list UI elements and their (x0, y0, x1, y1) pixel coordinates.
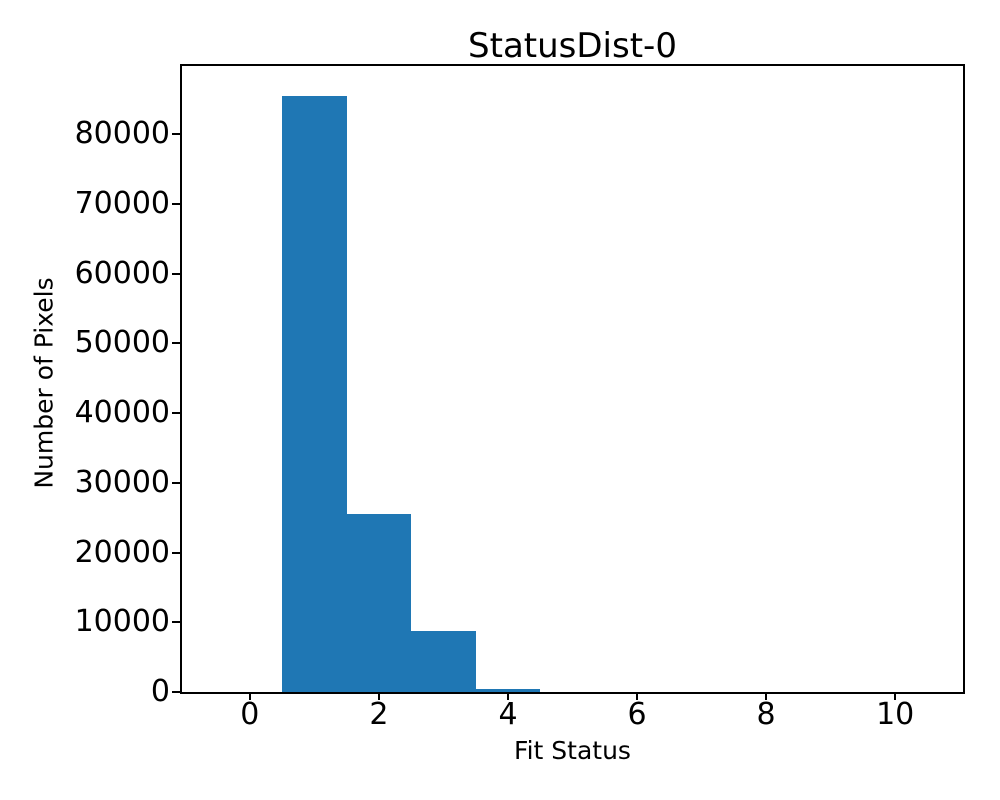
x-tick-mark (248, 692, 251, 700)
y-tick-mark (172, 133, 180, 136)
chart-title: StatusDist-0 (468, 26, 677, 66)
x-tick-label: 4 (498, 697, 518, 732)
x-axis-label: Fit Status (514, 736, 631, 765)
x-tick-label: 6 (627, 697, 647, 732)
y-axis-label: Number of Pixels (29, 277, 59, 489)
histogram-bar (346, 513, 412, 692)
y-tick-label: 70000 (74, 185, 170, 221)
y-tick-label: 30000 (74, 464, 170, 500)
x-tick-label: 2 (369, 697, 389, 732)
y-tick-label: 10000 (74, 604, 170, 640)
x-tick-mark (377, 692, 380, 700)
y-tick-label: 80000 (74, 116, 170, 152)
y-tick-mark (172, 691, 180, 693)
y-tick-mark (172, 342, 180, 345)
x-tick-label: 0 (240, 697, 260, 732)
x-tick-mark (894, 692, 897, 700)
x-tick-mark (636, 692, 638, 700)
y-tick-mark (172, 272, 180, 275)
histogram-bar (282, 95, 347, 692)
histogram-bar (411, 631, 476, 692)
y-tick-label: 40000 (74, 395, 170, 431)
plot-area (172, 64, 965, 700)
y-tick-label: 60000 (74, 255, 170, 291)
x-tick-label: 10 (876, 697, 915, 732)
y-tick-label: 20000 (74, 534, 170, 570)
y-tick-mark (172, 202, 180, 205)
y-tick-mark (172, 481, 180, 484)
y-tick-label: 0 (150, 674, 170, 709)
y-tick-label: 50000 (74, 325, 170, 361)
x-tick-mark (507, 692, 509, 700)
y-tick-mark (172, 551, 180, 554)
x-tick-mark (765, 692, 768, 700)
x-tick-label: 8 (756, 697, 776, 732)
y-tick-mark (172, 412, 180, 415)
y-tick-mark (172, 621, 180, 624)
histogram-bar (475, 688, 541, 692)
